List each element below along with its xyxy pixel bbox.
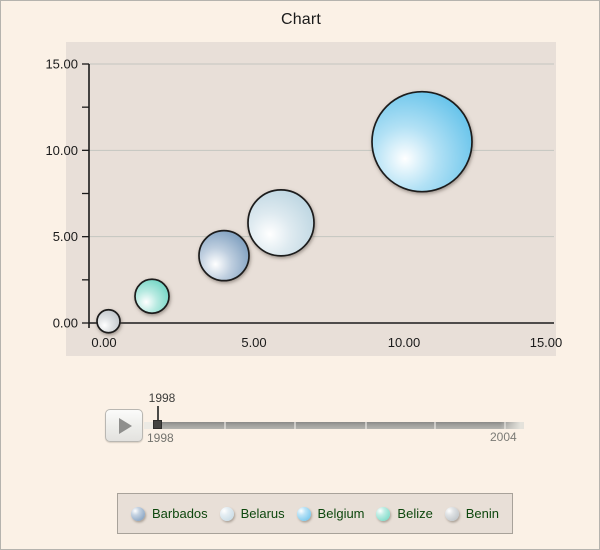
bubble-benin[interactable] <box>96 308 121 334</box>
chart-legend: Barbados Belarus Belgium Belize Benin <box>117 493 513 534</box>
y-axis-tick-label: 15.00 <box>45 56 78 71</box>
timeline-current-year: 1998 <box>148 391 176 405</box>
bubble-belize[interactable] <box>134 278 170 315</box>
timeline-slider-track[interactable] <box>144 422 524 429</box>
legend-item-belgium[interactable]: Belgium <box>296 506 365 521</box>
legend-sphere-icon <box>376 506 391 521</box>
bubble-belgium[interactable] <box>371 90 473 193</box>
x-axis-tick-label: 5.00 <box>241 335 266 350</box>
play-triangle-icon <box>119 417 132 434</box>
track-year-divider <box>434 422 436 429</box>
legend-item-belarus[interactable]: Belarus <box>219 506 285 521</box>
legend-sphere-icon <box>296 506 311 521</box>
legend-item-label: Belize <box>397 506 433 521</box>
legend-item-belize[interactable]: Belize <box>376 506 433 521</box>
legend-item-label: Benin <box>465 506 499 521</box>
y-axis-tick-label: 10.00 <box>45 143 78 158</box>
legend-sphere-icon <box>219 506 234 521</box>
bubble-barbados[interactable] <box>198 229 250 282</box>
legend-item-benin[interactable]: Benin <box>444 506 499 521</box>
x-axis-tick-label: 0.00 <box>91 335 116 350</box>
timeline-slider-handle[interactable] <box>153 420 162 429</box>
x-axis-tick-label: 10.00 <box>388 335 421 350</box>
track-end-fade <box>500 422 524 429</box>
chart-title: Chart <box>280 11 322 28</box>
x-axis-tick-label: 15.00 <box>530 335 563 350</box>
play-button[interactable] <box>105 409 143 442</box>
y-axis-tick-label: 0.00 <box>53 316 78 331</box>
bubble-chart-canvas: 0.00 5.00 10.00 15.00 0.00 5.00 10.00 15.00 <box>45 42 563 356</box>
slider-marker-stem <box>157 406 159 421</box>
track-year-divider <box>294 422 296 429</box>
y-axis-tick-label: 5.00 <box>53 229 78 244</box>
track-year-divider <box>224 422 226 429</box>
legend-sphere-icon <box>444 506 459 521</box>
legend-sphere-icon <box>131 506 145 521</box>
bubble-belarus[interactable] <box>247 189 315 257</box>
timeline-start-year: 1998 <box>147 431 174 445</box>
track-start-cap <box>144 422 154 429</box>
timeline-end-year: 2004 <box>490 430 517 444</box>
legend-item-barbados[interactable]: Barbados <box>131 506 208 521</box>
legend-item-label: Belgium <box>317 506 365 521</box>
legend-item-label: Barbados <box>152 506 208 521</box>
track-year-divider <box>365 422 367 429</box>
legend-item-label: Belarus <box>240 506 285 521</box>
